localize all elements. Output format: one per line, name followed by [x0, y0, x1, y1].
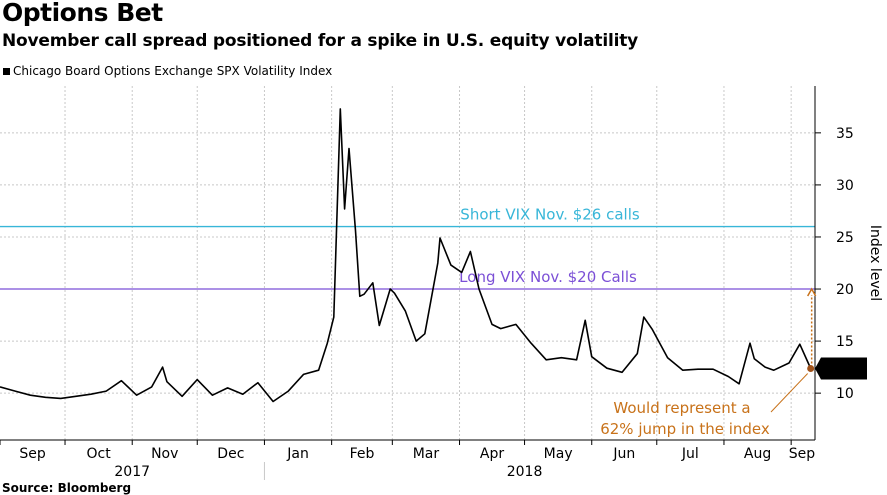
x-tick-label: Apr	[480, 446, 504, 462]
x-tick-label: Sep	[789, 446, 816, 462]
last-value-label: 12.37	[824, 361, 864, 377]
y-axis-label: Index level	[867, 225, 883, 301]
y-axis: 10 15 20 25 30 35 Index level	[814, 86, 883, 440]
grid-lines	[0, 86, 815, 440]
last-value-tag	[815, 357, 867, 380]
legend-label: Chicago Board Options Exchange SPX Volat…	[13, 64, 333, 78]
y-tick-label: 10	[836, 386, 854, 402]
y-tick-label: 25	[836, 230, 854, 246]
annotation-text-line2: 62% jump in the index	[600, 420, 770, 438]
y-tick-label: 20	[836, 282, 854, 298]
chart-title: Options Bet	[2, 0, 163, 27]
source-note: Source: Bloomberg	[2, 481, 132, 495]
y-tick-label: 35	[836, 126, 854, 142]
x-tick-label: Mar	[413, 446, 440, 462]
reference-lines: Short VIX Nov. $26 calls Long VIX Nov. $2…	[0, 206, 815, 290]
x-tick-label: Jan	[286, 446, 309, 462]
y-tick-label: 15	[836, 334, 854, 350]
x-axis: Sep Oct Nov Dec Jan Feb Mar Apr May Jun Jul Aug Sep 2…	[0, 439, 816, 480]
x-tick-label: Nov	[151, 446, 178, 462]
x-tick-label: Dec	[217, 446, 244, 462]
legend: Chicago Board Options Exchange SPX Volat…	[3, 64, 332, 78]
x-tick-label: Sep	[19, 446, 46, 462]
legend-swatch	[3, 67, 10, 75]
reference-line-label: Short VIX Nov. $26 calls	[460, 206, 640, 224]
chart-subtitle: November call spread positioned for a sp…	[2, 31, 639, 51]
year-label: 2018	[507, 464, 543, 480]
series-layer	[0, 108, 812, 403]
y-tick-label: 30	[836, 178, 854, 194]
x-tick-label: Jun	[612, 446, 635, 462]
annotations: 12.37 Would represent a 62% jump in the in…	[600, 287, 867, 438]
reference-line-label: Long VIX Nov. $20 Calls	[459, 268, 637, 286]
x-tick-label: Oct	[87, 446, 112, 462]
annotation-leader	[770, 373, 809, 413]
last-point-marker	[807, 364, 815, 372]
year-label: 2017	[114, 464, 150, 480]
x-tick-label: Feb	[350, 446, 375, 462]
annotation-text-line1: Would represent a	[613, 399, 750, 417]
x-tick-label: May	[544, 446, 573, 462]
x-tick-label: Jul	[681, 446, 699, 462]
jump-arrow-head	[807, 287, 817, 297]
x-tick-label: Aug	[744, 446, 771, 462]
vix-series-line	[0, 108, 812, 403]
